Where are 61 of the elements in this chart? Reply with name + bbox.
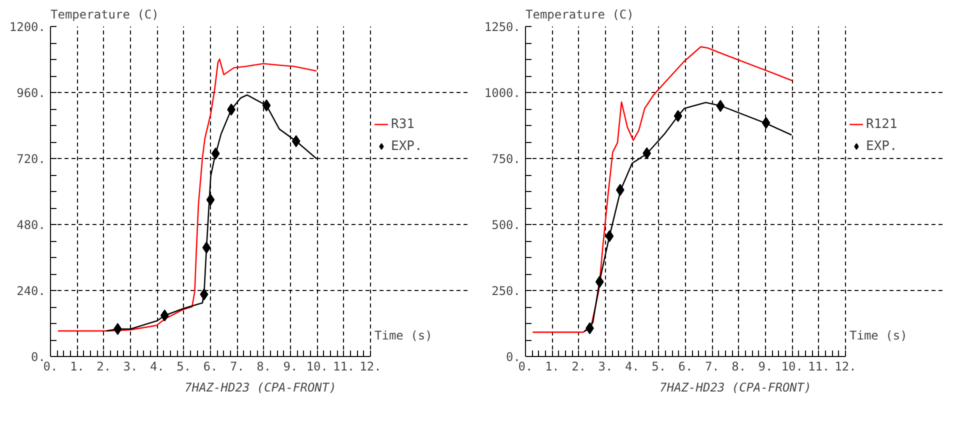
point <box>716 100 725 112</box>
text: 7HAZ-HD23 (CPA-FRONT) <box>660 380 812 394</box>
point <box>114 323 122 335</box>
x-tick-label: 5. <box>176 360 192 374</box>
y-tick-label: 1200. <box>9 20 46 34</box>
x-tick-label: 4. <box>150 360 164 374</box>
x-axis-title: Time (s) <box>850 328 908 342</box>
x-tick-label: 6. <box>203 360 218 374</box>
x-tick-label: 9. <box>283 360 298 374</box>
point <box>292 135 300 148</box>
line-series <box>57 58 318 332</box>
text: 7HAZ-HD23 (CPA-FRONT) <box>184 380 336 394</box>
point <box>605 230 614 242</box>
x-tick-label: 0. <box>518 360 533 374</box>
x-tick-label: 11. <box>332 360 355 374</box>
x-tick-label: 6. <box>678 360 693 374</box>
y-tick-label: 1250. <box>484 20 520 34</box>
y-tick-label: 250. <box>492 284 521 298</box>
x-tick-label: 3. <box>123 360 138 374</box>
x-tick-label: 2. <box>572 360 586 374</box>
x-tick-label: 10. <box>781 360 804 374</box>
y-tick-label: 960. <box>16 86 46 100</box>
y-tick-label: 750. <box>492 152 521 166</box>
x-tick-label: 9. <box>758 360 773 374</box>
y-axis-title: Temperature (C) <box>50 8 159 22</box>
y-tick-label: 500. <box>492 218 521 232</box>
x-tick-label: 1. <box>70 360 84 374</box>
x-tick-label: 12. <box>360 360 382 374</box>
y-tick-label: 720. <box>16 152 46 166</box>
legend-label: R31 <box>391 116 414 132</box>
y-tick-label: 240. <box>16 284 46 298</box>
point <box>595 276 604 288</box>
point <box>160 310 169 322</box>
point <box>262 99 271 112</box>
x-tick-label: 10. <box>306 360 328 374</box>
point <box>674 110 682 122</box>
x-tick-label: 3. <box>598 360 613 374</box>
x-tick-label: 7. <box>704 360 720 374</box>
point <box>202 242 211 254</box>
legend-label: EXP. <box>391 138 422 154</box>
x-tick-label: 8. <box>256 360 272 374</box>
legend-label: EXP. <box>866 138 898 154</box>
x-tick-label: 5. <box>652 360 666 374</box>
x-axis-title: Time (s) <box>374 328 432 342</box>
x-tick-label: 12. <box>834 360 856 374</box>
point <box>762 116 770 129</box>
y-tick-label: 1000. <box>484 86 520 100</box>
x-tick-label: 4. <box>624 360 640 374</box>
point <box>211 148 220 160</box>
point <box>200 288 208 300</box>
x-tick-label: 0. <box>43 360 58 374</box>
point <box>206 194 215 206</box>
x-tick-label: 1. <box>544 360 560 374</box>
x-tick-label: 11. <box>808 360 830 374</box>
x-tick-label: 2. <box>96 360 112 374</box>
y-tick-label: 480. <box>16 218 46 232</box>
line-series <box>532 46 793 333</box>
y-axis-title: Temperature (C) <box>526 8 634 22</box>
x-tick-label: 8. <box>732 360 746 374</box>
legend-label: R121 <box>866 116 898 132</box>
x-tick-label: 7. <box>230 360 244 374</box>
